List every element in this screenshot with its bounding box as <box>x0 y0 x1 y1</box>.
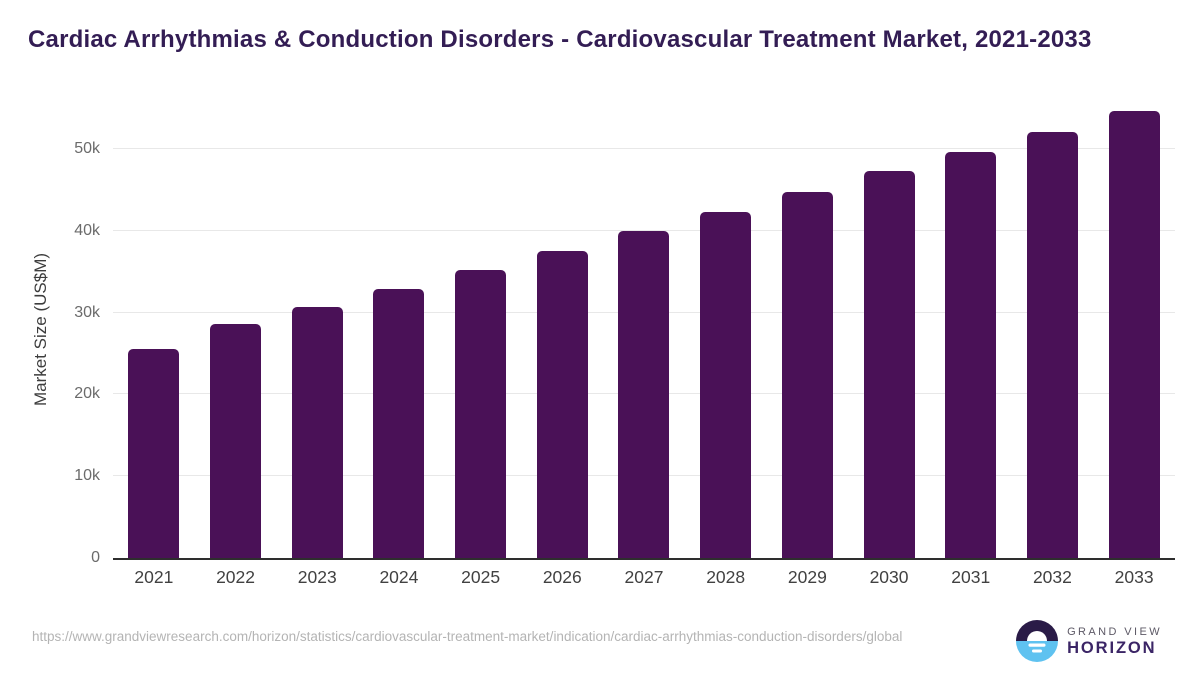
grandview-horizon-logo: GRAND VIEW HORIZON <box>1016 620 1162 662</box>
logo-wordmark: GRAND VIEW HORIZON <box>1067 625 1162 658</box>
y-tick-label: 50k <box>74 140 100 158</box>
bar-slot <box>113 100 195 558</box>
bar-2025 <box>455 270 507 558</box>
x-tick-label: 2031 <box>951 567 991 587</box>
bar-2032 <box>1026 131 1078 558</box>
gridline <box>113 148 1175 150</box>
bar-slot <box>603 100 685 558</box>
bar-slot <box>521 100 603 558</box>
bar-2031 <box>945 151 997 558</box>
bar-2033 <box>1108 111 1160 558</box>
x-tick-label: 2026 <box>542 567 582 587</box>
bar-2029 <box>781 191 833 558</box>
y-tick-label: 0 <box>91 549 100 566</box>
bar-slot <box>848 100 930 558</box>
x-tick-label: 2032 <box>1032 567 1072 587</box>
y-tick-labels: 0 10k 20k 30k 40k 50k <box>0 100 100 566</box>
horizon-sun-icon <box>1016 620 1059 662</box>
y-tick-label: 30k <box>74 303 100 321</box>
x-axis-labels: 2021 2022 2023 2024 2025 2026 2027 2028 2029 2030… <box>113 567 1175 588</box>
x-tick-label: 2028 <box>706 567 746 587</box>
bar-2027 <box>618 230 670 558</box>
bar-2028 <box>700 212 752 558</box>
bar-2021 <box>128 348 180 558</box>
plot-area <box>113 100 1175 560</box>
y-tick-label: 20k <box>74 385 100 403</box>
bar-slot <box>685 100 767 558</box>
x-tick-label: 2027 <box>624 567 664 587</box>
gridline <box>113 229 1175 231</box>
bar-slot <box>1012 100 1094 558</box>
bar-slot <box>767 100 849 558</box>
chart-title: Cardiac Arrhythmias & Conduction Disorde… <box>28 26 1092 53</box>
x-tick-label: 2030 <box>869 567 909 587</box>
bar-slot <box>440 100 522 558</box>
x-tick-label: 2025 <box>461 567 501 587</box>
x-tick-label: 2023 <box>297 567 337 587</box>
y-tick-label: 10k <box>74 467 100 485</box>
x-tick-label: 2033 <box>1114 567 1154 587</box>
x-tick-label: 2021 <box>134 567 174 587</box>
bar-2030 <box>863 171 915 558</box>
bar-2023 <box>291 306 343 558</box>
bar-slot <box>195 100 277 558</box>
x-tick-label: 2029 <box>787 567 827 587</box>
bar-slot <box>358 100 440 558</box>
bars <box>113 100 1175 558</box>
logo-text-horizon: HORIZON <box>1067 638 1157 657</box>
x-tick-label: 2024 <box>379 567 419 587</box>
bar-slot <box>930 100 1012 558</box>
bar-slot <box>1093 100 1175 558</box>
source-url: https://www.grandviewresearch.com/horizo… <box>32 629 903 644</box>
logo-text-grand-view: GRAND VIEW <box>1067 625 1162 638</box>
bar-slot <box>276 100 358 558</box>
x-tick-label: 2022 <box>216 567 255 587</box>
bar-2022 <box>210 324 262 558</box>
bar-2024 <box>373 288 425 558</box>
y-tick-label: 40k <box>74 221 100 239</box>
bar-2026 <box>536 250 588 558</box>
